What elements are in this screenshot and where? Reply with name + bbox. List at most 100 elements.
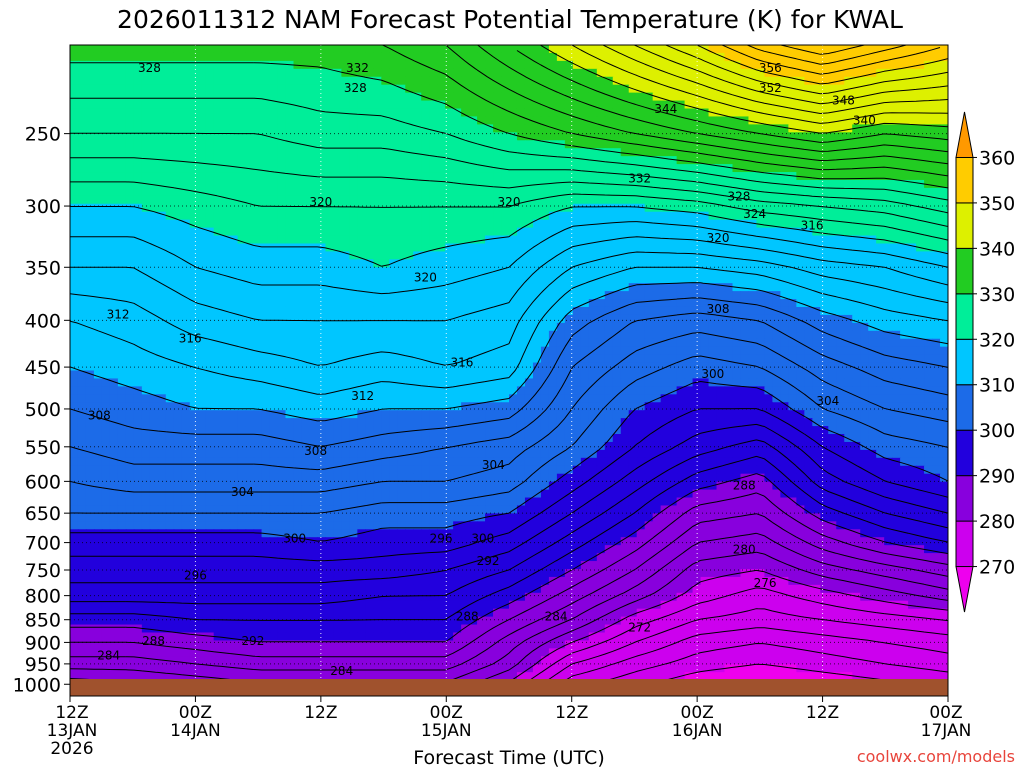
field-cell bbox=[405, 370, 414, 380]
field-cell bbox=[493, 267, 502, 276]
field-cell bbox=[852, 211, 861, 221]
field-cell bbox=[916, 172, 925, 181]
field-cell bbox=[333, 402, 342, 411]
field-cell bbox=[604, 291, 614, 300]
field-cell bbox=[189, 267, 199, 276]
field-cell bbox=[668, 172, 678, 181]
field-cell bbox=[580, 172, 590, 181]
field-cell bbox=[724, 172, 734, 181]
field-cell bbox=[397, 275, 406, 284]
field-cell bbox=[461, 148, 470, 157]
field-cell bbox=[70, 243, 79, 253]
field-cell bbox=[668, 52, 678, 62]
field-cell bbox=[692, 330, 702, 340]
field-cell bbox=[245, 299, 255, 308]
field-cell bbox=[461, 314, 470, 324]
field-cell bbox=[301, 243, 311, 253]
field-cell bbox=[445, 338, 454, 348]
field-cell bbox=[485, 322, 494, 332]
field-cell bbox=[860, 378, 869, 387]
field-cell bbox=[596, 172, 606, 181]
field-cell bbox=[461, 92, 470, 102]
field-cell bbox=[357, 100, 366, 110]
field-cell bbox=[908, 346, 917, 356]
field-cell bbox=[828, 172, 837, 181]
field-cell bbox=[652, 267, 662, 276]
field-cell bbox=[477, 187, 486, 197]
field-cell bbox=[501, 203, 510, 213]
field-cell bbox=[213, 370, 223, 380]
field-cell bbox=[333, 346, 342, 356]
field-cell bbox=[676, 354, 686, 364]
field-cell bbox=[580, 100, 590, 110]
field-cell bbox=[700, 394, 710, 403]
field-cell bbox=[820, 306, 829, 316]
field-cell bbox=[70, 346, 79, 356]
field-cell bbox=[117, 338, 127, 348]
field-cell bbox=[724, 219, 734, 229]
field-cell bbox=[277, 108, 287, 118]
field-cell bbox=[405, 84, 414, 94]
field-cell bbox=[253, 108, 263, 118]
field-cell bbox=[916, 299, 925, 308]
field-cell bbox=[684, 346, 694, 356]
field-cell bbox=[485, 116, 494, 125]
field-cell bbox=[724, 164, 734, 173]
field-cell bbox=[748, 275, 758, 284]
field-cell bbox=[604, 195, 614, 205]
field-cell bbox=[125, 251, 135, 260]
field-cell bbox=[149, 195, 159, 205]
field-cell bbox=[309, 100, 319, 110]
field-cell bbox=[564, 172, 574, 181]
field-cell bbox=[788, 156, 797, 165]
field-cell bbox=[876, 243, 885, 253]
field-cell bbox=[205, 283, 215, 292]
field-cell bbox=[556, 386, 566, 395]
field-cell bbox=[85, 60, 95, 70]
field-cell bbox=[453, 172, 462, 181]
field-cell bbox=[125, 148, 135, 157]
field-cell bbox=[389, 116, 398, 125]
field-cell bbox=[596, 259, 606, 268]
field-cell bbox=[684, 68, 694, 78]
field-cell bbox=[309, 45, 319, 54]
field-cell bbox=[189, 132, 199, 141]
field-cell bbox=[860, 267, 869, 276]
field-cell bbox=[469, 195, 478, 205]
field-cell bbox=[772, 45, 781, 54]
field-cell bbox=[437, 354, 446, 364]
field-cell bbox=[509, 187, 518, 197]
field-cell bbox=[133, 92, 143, 102]
field-cell bbox=[732, 235, 742, 245]
field-cell bbox=[509, 275, 518, 284]
field-cell bbox=[341, 299, 350, 308]
field-cell bbox=[572, 172, 582, 181]
field-cell bbox=[644, 251, 654, 260]
field-cell bbox=[293, 299, 303, 308]
field-cell bbox=[836, 108, 845, 118]
field-cell bbox=[445, 235, 454, 245]
field-cell bbox=[940, 116, 948, 125]
field-cell bbox=[381, 306, 390, 316]
field-cell bbox=[221, 330, 231, 340]
field-cell bbox=[804, 108, 813, 118]
field-cell bbox=[325, 251, 334, 260]
field-cell bbox=[501, 370, 510, 380]
field-cell bbox=[381, 259, 390, 268]
field-cell bbox=[333, 275, 342, 284]
field-cell bbox=[149, 386, 159, 395]
field-cell bbox=[556, 60, 566, 70]
field-cell bbox=[596, 275, 606, 284]
field-cell bbox=[413, 76, 422, 86]
field-cell bbox=[540, 132, 550, 141]
field-cell bbox=[469, 140, 478, 149]
field-cell bbox=[660, 338, 670, 348]
field-cell bbox=[812, 338, 821, 348]
field-cell bbox=[876, 203, 885, 213]
field-cell bbox=[644, 386, 654, 395]
field-cell bbox=[812, 211, 821, 221]
field-cell bbox=[812, 251, 821, 260]
field-cell bbox=[652, 227, 662, 237]
field-cell bbox=[485, 76, 494, 86]
field-cell bbox=[924, 203, 933, 213]
